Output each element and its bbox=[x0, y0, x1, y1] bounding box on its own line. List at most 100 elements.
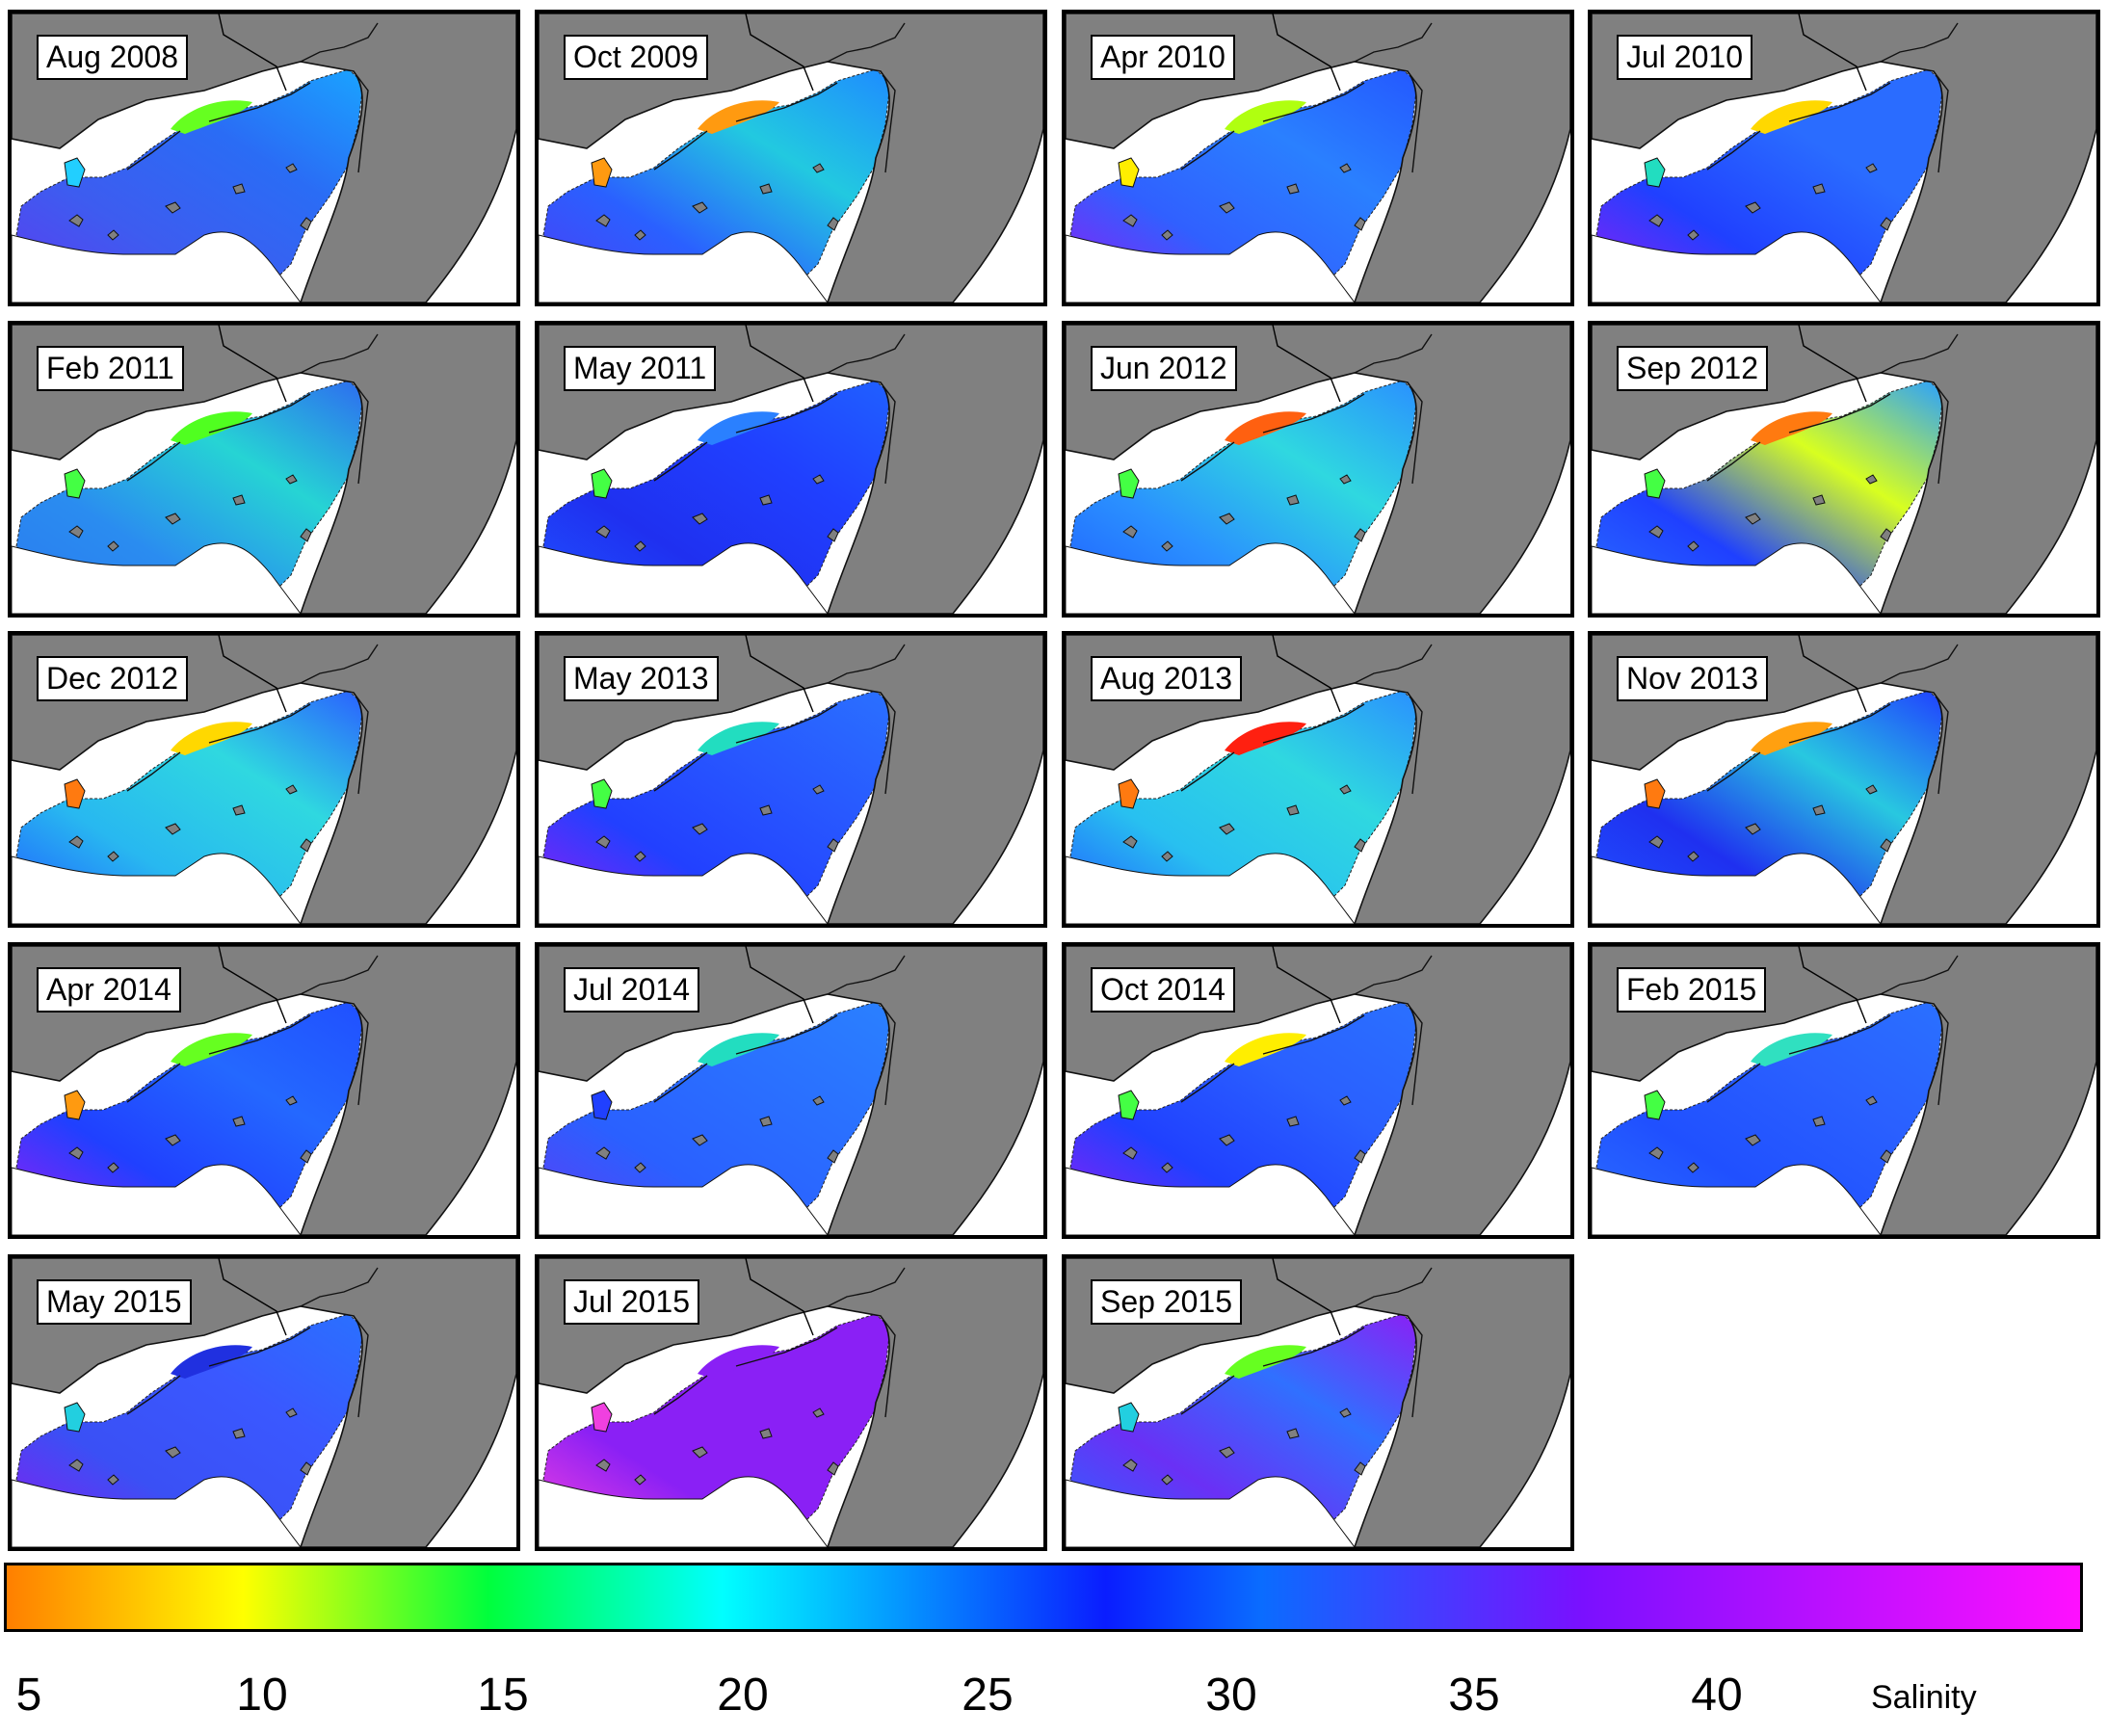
map-panel: Sep 2012 bbox=[1588, 321, 2100, 618]
colorbar-tick-25: 25 bbox=[962, 1670, 1014, 1721]
lagoon bbox=[1644, 468, 1666, 499]
park-boundary bbox=[1798, 635, 1867, 713]
open-ocean bbox=[1066, 542, 1356, 614]
map-panel: Oct 2014 bbox=[1062, 942, 1574, 1239]
park-boundary bbox=[218, 946, 287, 1024]
lagoon bbox=[591, 157, 613, 188]
coastline bbox=[653, 955, 906, 1106]
map-panel: Feb 2015 bbox=[1588, 942, 2100, 1239]
low-salinity-patch bbox=[1751, 722, 1832, 755]
lagoon bbox=[1118, 1402, 1140, 1433]
mangrove-islands bbox=[1122, 163, 1366, 241]
mangrove-islands bbox=[595, 474, 839, 552]
lagoon bbox=[64, 1402, 86, 1433]
map-panel: May 2011 bbox=[535, 321, 1047, 618]
mangrove-islands bbox=[1648, 163, 1892, 241]
panel-date-label: Apr 2010 bbox=[1091, 35, 1235, 80]
lagoon bbox=[1644, 1090, 1666, 1120]
salinity-map bbox=[12, 13, 516, 302]
salinity-map bbox=[12, 1258, 516, 1547]
open-ocean bbox=[1066, 1476, 1356, 1547]
salinity-colorbar bbox=[4, 1563, 2083, 1632]
lagoon bbox=[1644, 157, 1666, 188]
panel-date-label: Sep 2012 bbox=[1617, 346, 1769, 391]
park-boundary bbox=[745, 635, 814, 713]
park-boundary bbox=[745, 1258, 814, 1336]
coastline bbox=[1180, 22, 1433, 173]
map-panel: Jul 2015 bbox=[535, 1254, 1047, 1551]
open-ocean bbox=[539, 1476, 829, 1547]
mangrove-islands bbox=[595, 1095, 839, 1173]
park-boundary bbox=[1798, 946, 1867, 1024]
colorbar-gradient bbox=[7, 1565, 2080, 1629]
park-boundary bbox=[745, 13, 814, 92]
mangrove-islands bbox=[68, 1095, 312, 1173]
low-salinity-patch bbox=[698, 1033, 779, 1066]
colorbar-tick-40: 40 bbox=[1691, 1670, 1743, 1721]
panel-date-label: Dec 2012 bbox=[37, 656, 188, 701]
low-salinity-patch bbox=[698, 1345, 779, 1379]
lagoon bbox=[591, 778, 613, 809]
coastline bbox=[1706, 333, 1959, 485]
coastline bbox=[653, 22, 906, 173]
coastline bbox=[653, 333, 906, 485]
lagoon bbox=[591, 1402, 613, 1433]
coastline bbox=[1706, 22, 1959, 173]
salinity-map bbox=[1066, 13, 1570, 302]
low-salinity-patch bbox=[1225, 411, 1306, 445]
low-salinity-patch bbox=[1225, 1345, 1306, 1379]
map-panel: May 2015 bbox=[8, 1254, 520, 1551]
mangrove-islands bbox=[595, 784, 839, 862]
mangrove-islands bbox=[1648, 474, 1892, 552]
lagoon bbox=[1118, 468, 1140, 499]
lagoon bbox=[1118, 778, 1140, 809]
panel-date-label: May 2015 bbox=[37, 1279, 192, 1325]
coastline bbox=[653, 1267, 906, 1418]
coastline bbox=[1706, 955, 1959, 1106]
park-boundary bbox=[1798, 13, 1867, 92]
map-panel: Apr 2010 bbox=[1062, 10, 1574, 306]
open-ocean bbox=[1592, 1164, 1882, 1235]
coastline bbox=[126, 955, 379, 1106]
colorbar-tick-10: 10 bbox=[236, 1670, 288, 1721]
panel-date-label: Aug 2008 bbox=[37, 35, 189, 80]
coastline bbox=[653, 644, 906, 795]
lagoon bbox=[591, 468, 613, 499]
low-salinity-patch bbox=[1751, 411, 1832, 445]
open-ocean bbox=[1066, 231, 1356, 302]
park-boundary bbox=[218, 325, 287, 403]
coastline bbox=[126, 22, 379, 173]
panel-date-label: May 2011 bbox=[564, 346, 717, 391]
low-salinity-patch bbox=[698, 411, 779, 445]
panel-date-label: Apr 2014 bbox=[37, 967, 181, 1013]
open-ocean bbox=[1592, 231, 1882, 302]
open-ocean bbox=[12, 853, 302, 924]
map-panel: Jul 2014 bbox=[535, 942, 1047, 1239]
salinity-map bbox=[1066, 635, 1570, 924]
low-salinity-patch bbox=[1225, 100, 1306, 134]
lagoon bbox=[64, 157, 86, 188]
map-panel: Jul 2010 bbox=[1588, 10, 2100, 306]
colorbar-tick-5: 5 bbox=[15, 1670, 42, 1721]
open-ocean bbox=[12, 231, 302, 302]
mangrove-islands bbox=[595, 163, 839, 241]
low-salinity-patch bbox=[698, 100, 779, 134]
mangrove-islands bbox=[1648, 1095, 1892, 1173]
map-panel: Dec 2012 bbox=[8, 631, 520, 928]
lagoon bbox=[1118, 157, 1140, 188]
open-ocean bbox=[539, 1164, 829, 1235]
park-boundary bbox=[1272, 635, 1341, 713]
mangrove-islands bbox=[68, 474, 312, 552]
park-boundary bbox=[1798, 325, 1867, 403]
salinity-map bbox=[1066, 1258, 1570, 1547]
panel-date-label: Jul 2010 bbox=[1617, 35, 1752, 80]
mangrove-islands bbox=[1122, 1095, 1366, 1173]
park-boundary bbox=[1272, 13, 1341, 92]
open-ocean bbox=[539, 853, 829, 924]
map-panel: Feb 2011 bbox=[8, 321, 520, 618]
low-salinity-patch bbox=[1751, 1033, 1832, 1066]
colorbar-tick-20: 20 bbox=[717, 1670, 769, 1721]
coastline bbox=[1180, 333, 1433, 485]
salinity-map bbox=[1066, 325, 1570, 614]
park-boundary bbox=[218, 635, 287, 713]
